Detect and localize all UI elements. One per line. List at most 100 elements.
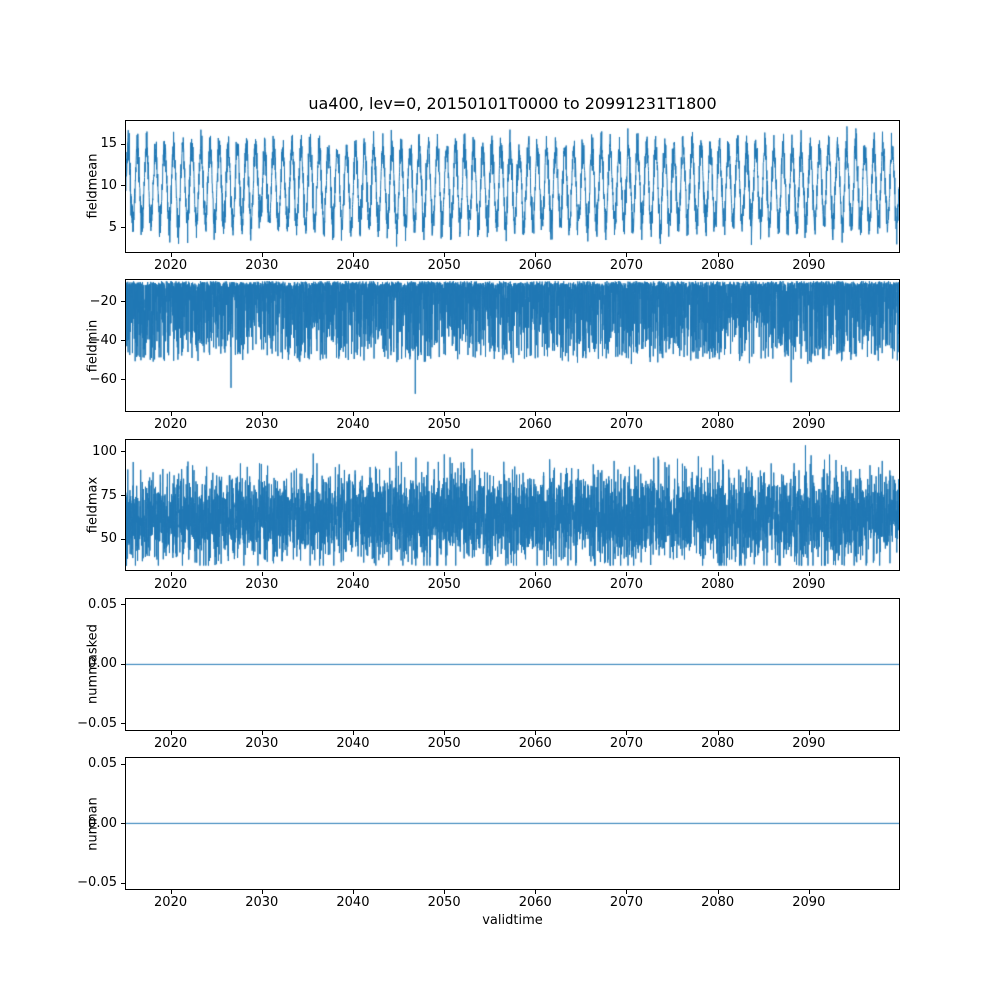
x-tick-mark: [170, 730, 172, 735]
x-tick-label: 2050: [427, 417, 461, 433]
y-tick-mark: [121, 723, 125, 725]
x-tick-mark: [535, 412, 537, 417]
x-tick-label: 2030: [245, 895, 279, 911]
x-tick-label: 2070: [609, 257, 644, 273]
x-tick-mark: [444, 571, 446, 576]
y-tick-mark: [121, 823, 125, 825]
x-tick-label: 2020: [154, 257, 188, 273]
x-tick-mark: [261, 890, 263, 895]
axes-fieldmin: [125, 279, 900, 413]
x-tick-mark: [717, 252, 719, 257]
x-tick-label: 2040: [336, 735, 370, 751]
y-tick-label: 0.05: [88, 756, 117, 772]
y-tick-label: −60: [89, 371, 117, 387]
y-tick-mark: [121, 604, 125, 606]
y-tick-label: 10: [100, 177, 117, 193]
x-tick-mark: [261, 252, 263, 257]
x-tick-label: 2070: [609, 417, 644, 433]
y-tick-label: 100: [92, 443, 117, 459]
x-tick-mark: [535, 730, 537, 735]
x-tick-mark: [535, 571, 537, 576]
x-tick-label: 2030: [245, 417, 279, 433]
x-tick-mark: [352, 571, 354, 576]
series-line-nummasked: [126, 599, 899, 731]
y-tick-label: 5: [108, 219, 117, 235]
x-tick-label: 2030: [245, 576, 279, 592]
x-tick-mark: [170, 890, 172, 895]
x-tick-label: 2020: [154, 576, 188, 592]
series-line-fieldmin: [126, 280, 899, 412]
y-axis-label-fieldmax: fieldmax: [85, 476, 101, 534]
x-tick-label: 2050: [427, 257, 461, 273]
x-tick-mark: [717, 412, 719, 417]
x-tick-label: 2090: [792, 417, 826, 433]
axes-nummasked: [125, 598, 900, 731]
y-tick-mark: [121, 763, 125, 765]
x-tick-mark: [808, 252, 810, 257]
x-tick-mark: [444, 890, 446, 895]
y-tick-mark: [121, 538, 125, 540]
x-tick-mark: [808, 890, 810, 895]
x-tick-label: 2040: [336, 417, 370, 433]
x-tick-mark: [626, 412, 628, 417]
y-tick-mark: [121, 340, 125, 342]
y-tick-mark: [121, 663, 125, 665]
y-tick-label: 15: [100, 136, 117, 152]
y-tick-mark: [121, 227, 125, 229]
x-tick-mark: [170, 252, 172, 257]
x-tick-mark: [444, 730, 446, 735]
x-tick-mark: [444, 252, 446, 257]
x-tick-label: 2070: [609, 895, 644, 911]
y-tick-label: −0.05: [77, 875, 117, 891]
series-line-numnan: [126, 758, 899, 890]
y-tick-mark: [121, 882, 125, 884]
x-tick-mark: [352, 412, 354, 417]
x-tick-mark: [352, 730, 354, 735]
x-tick-mark: [535, 252, 537, 257]
axes-numnan: [125, 757, 900, 891]
y-tick-mark: [121, 451, 125, 453]
x-tick-label: 2070: [609, 735, 644, 751]
x-tick-mark: [444, 412, 446, 417]
series-line-fieldmax: [126, 439, 899, 571]
x-tick-label: 2070: [609, 576, 644, 592]
y-tick-label: 0.00: [88, 815, 117, 831]
x-tick-mark: [626, 571, 628, 576]
x-tick-mark: [717, 890, 719, 895]
x-tick-label: 2050: [427, 735, 461, 751]
axes-fieldmean: [125, 120, 900, 253]
x-tick-label: 2020: [154, 417, 188, 433]
x-tick-label: 2060: [518, 576, 552, 592]
x-tick-mark: [626, 890, 628, 895]
x-tick-label: 2080: [701, 735, 735, 751]
x-tick-label: 2090: [792, 895, 826, 911]
x-tick-label: 2040: [336, 576, 370, 592]
x-tick-label: 2060: [518, 735, 552, 751]
x-axis-label: validtime: [482, 913, 543, 928]
x-tick-label: 2050: [427, 895, 461, 911]
x-tick-label: 2080: [701, 417, 735, 433]
x-tick-mark: [626, 252, 628, 257]
x-tick-label: 2090: [792, 576, 826, 592]
x-tick-mark: [261, 730, 263, 735]
y-tick-mark: [121, 143, 125, 145]
x-tick-mark: [808, 730, 810, 735]
axes-fieldmax: [125, 438, 900, 572]
x-tick-mark: [170, 412, 172, 417]
x-tick-mark: [535, 890, 537, 895]
y-tick-label: 0.05: [88, 596, 117, 612]
y-tick-label: 50: [100, 531, 117, 547]
y-tick-label: 0.00: [88, 656, 117, 672]
x-tick-mark: [717, 571, 719, 576]
y-tick-mark: [121, 301, 125, 303]
x-tick-label: 2020: [154, 735, 188, 751]
x-tick-mark: [261, 571, 263, 576]
x-tick-label: 2080: [701, 576, 735, 592]
x-tick-label: 2090: [792, 257, 826, 273]
series-line-fieldmean: [126, 121, 899, 252]
x-tick-label: 2060: [518, 417, 552, 433]
x-tick-mark: [352, 890, 354, 895]
x-tick-mark: [717, 730, 719, 735]
y-tick-label: −20: [89, 293, 117, 309]
